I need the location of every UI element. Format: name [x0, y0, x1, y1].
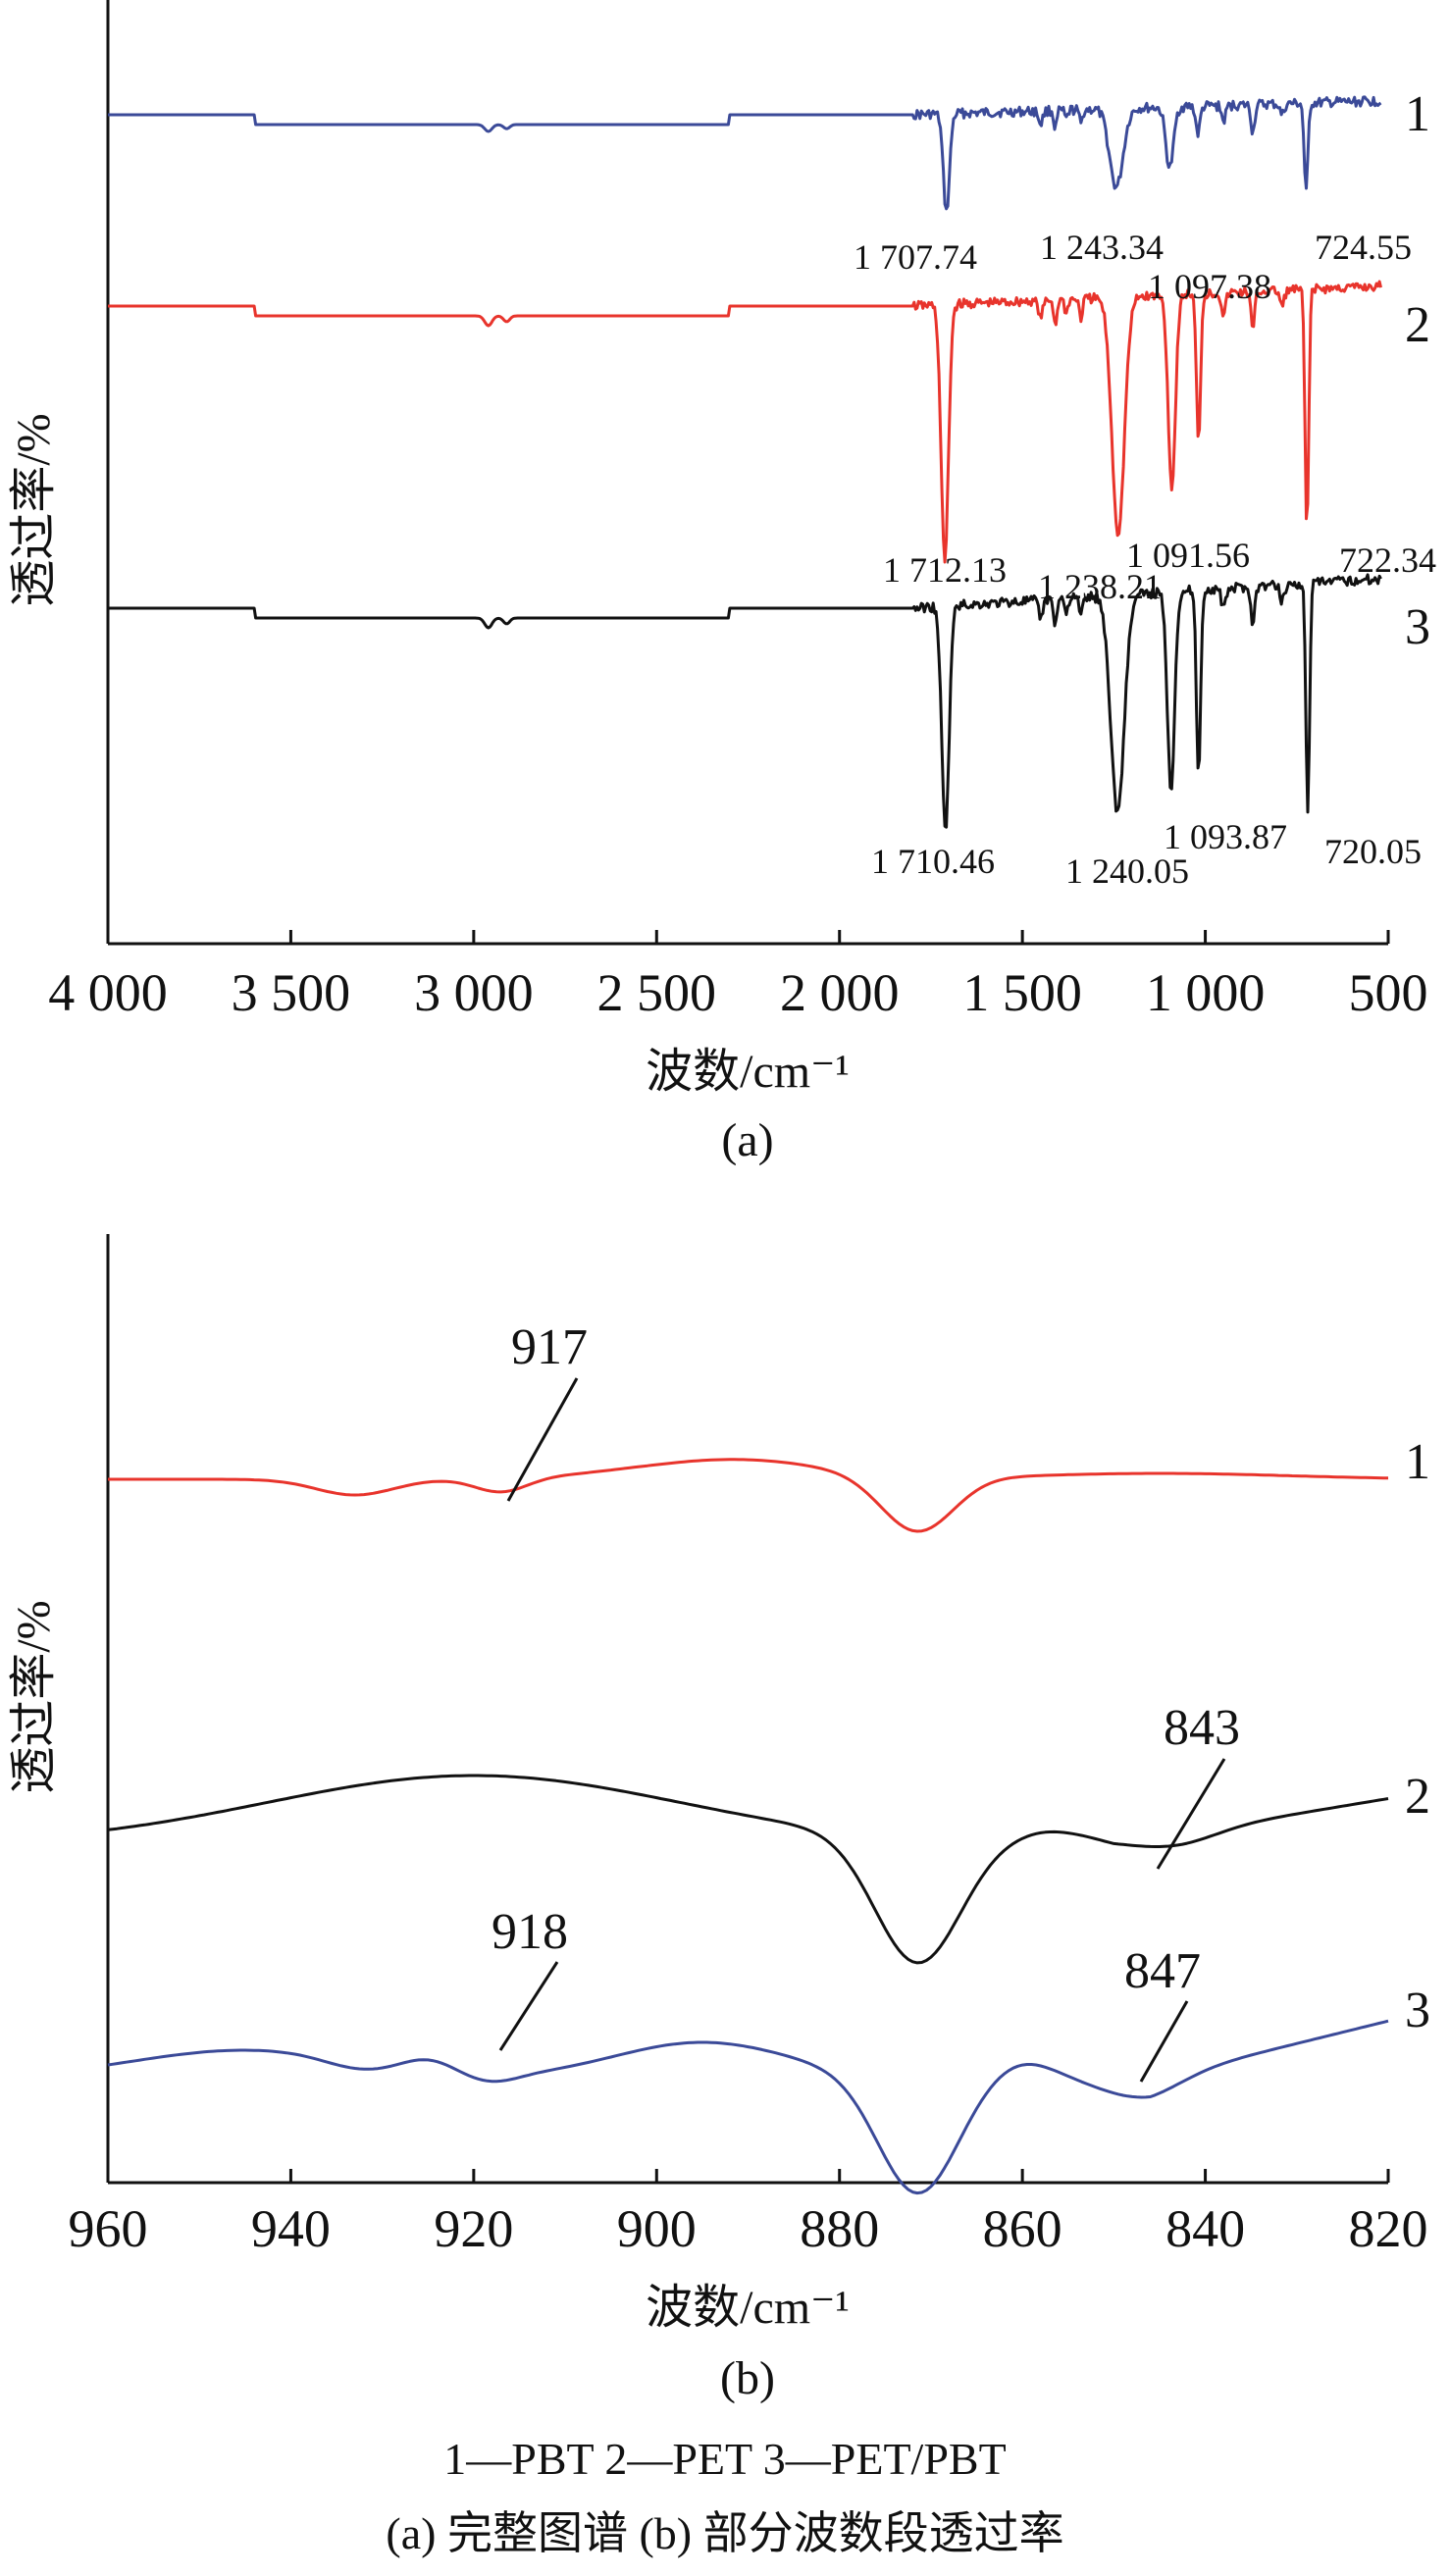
panel-b-annotation-leader [1156, 1758, 1226, 1870]
panel-a-x-tick-label: 500 [1349, 963, 1428, 1022]
panel-a-series-2-line [108, 280, 1382, 564]
panel-b-x-tick-label: 840 [1165, 2199, 1245, 2258]
panel-a-series-1-label: 1 [1405, 86, 1430, 142]
panel-b-series-3-line [107, 2019, 1389, 2195]
panel-b-series-2-label: 2 [1405, 1769, 1430, 1825]
panel-b-x-tick-label: 900 [617, 2199, 697, 2258]
panel-a-x-tick-label: 4 000 [48, 963, 168, 1022]
panel-a-peak-label: 1 091.56 [1126, 536, 1250, 575]
caption-line: (a) 完整图谱 (b) 部分波数段透过率 [386, 2508, 1064, 2558]
panel-a-series-1-line [108, 95, 1382, 211]
panel-a-x-tick-label: 1 000 [1146, 963, 1266, 1022]
panel-a-peak-label: 722.34 [1339, 541, 1436, 580]
panel-a-series-2-label: 2 [1405, 297, 1430, 353]
panel-a-x-tick-label: 3 000 [414, 963, 534, 1022]
panel-b-series-3-label: 3 [1405, 1983, 1430, 2038]
panel-a-peak-label: 1 238.21 [1038, 567, 1162, 606]
panel-b-annotation-label: 847 [1124, 1943, 1201, 1999]
panel-b-x-tick-label: 920 [434, 2199, 513, 2258]
panel-b-x-tick-label: 860 [983, 2199, 1062, 2258]
panel-b-x-tick-label: 820 [1349, 2199, 1428, 2258]
panel-b-annotation-label: 917 [511, 1319, 588, 1375]
panel-b-annotation-leader [506, 1377, 579, 1502]
panel-a-x-tick-label: 1 500 [962, 963, 1082, 1022]
panel-a-x-tick-label: 2 000 [780, 963, 900, 1022]
panel-a-peak-label: 720.05 [1324, 832, 1422, 871]
panel-b-x-tick-label: 960 [69, 2199, 148, 2258]
panel-a-x-tick-label: 2 500 [597, 963, 717, 1022]
panel-b-x-axis-label: 波数/cm⁻¹ [646, 2282, 850, 2334]
panel-a-peak-label: 724.55 [1315, 228, 1412, 267]
panel-b-y-axis-label: 透过率/% [8, 1600, 60, 1793]
panel-a-peak-label: 1 710.46 [871, 842, 995, 881]
panel-a-x-axis-label: 波数/cm⁻¹ [646, 1046, 850, 1098]
panel-b-series-2-line [107, 1774, 1389, 1965]
panel-b-annotation-leader [1139, 2000, 1189, 2083]
panel-b-series-1-line [108, 1458, 1388, 1533]
panel-b-annotation-label: 843 [1164, 1700, 1240, 1756]
legend-line: 1—PBT 2—PET 3—PET/PBT [443, 2434, 1007, 2484]
panel-b-x-tick-label: 880 [800, 2199, 879, 2258]
panel-a-peak-label: 1 093.87 [1164, 817, 1287, 856]
panel-a-x-tick-label: 3 500 [232, 963, 351, 1022]
panel-a-y-axis-label: 透过率/% [8, 413, 60, 606]
panel-a-peak-label: 1 097.38 [1148, 267, 1271, 306]
panel-a-peak-label: 1 240.05 [1065, 851, 1189, 891]
panel-b-x-tick-label: 940 [251, 2199, 331, 2258]
panel-b-panel-label: (b) [720, 2352, 775, 2404]
panel-a-series-3-label: 3 [1405, 599, 1430, 655]
panel-a-series-3-line [108, 573, 1382, 829]
panel-a-peak-label: 1 707.74 [854, 237, 977, 277]
panel-b-annotation-label: 918 [492, 1904, 568, 1960]
panel-b-series-1-label: 1 [1405, 1434, 1430, 1490]
panel-a-peak-label: 1 712.13 [883, 550, 1007, 590]
panel-b-annotation-leader [498, 1961, 559, 2051]
panel-a-panel-label: (a) [721, 1114, 773, 1166]
panel-a-peak-label: 1 243.34 [1040, 228, 1164, 267]
